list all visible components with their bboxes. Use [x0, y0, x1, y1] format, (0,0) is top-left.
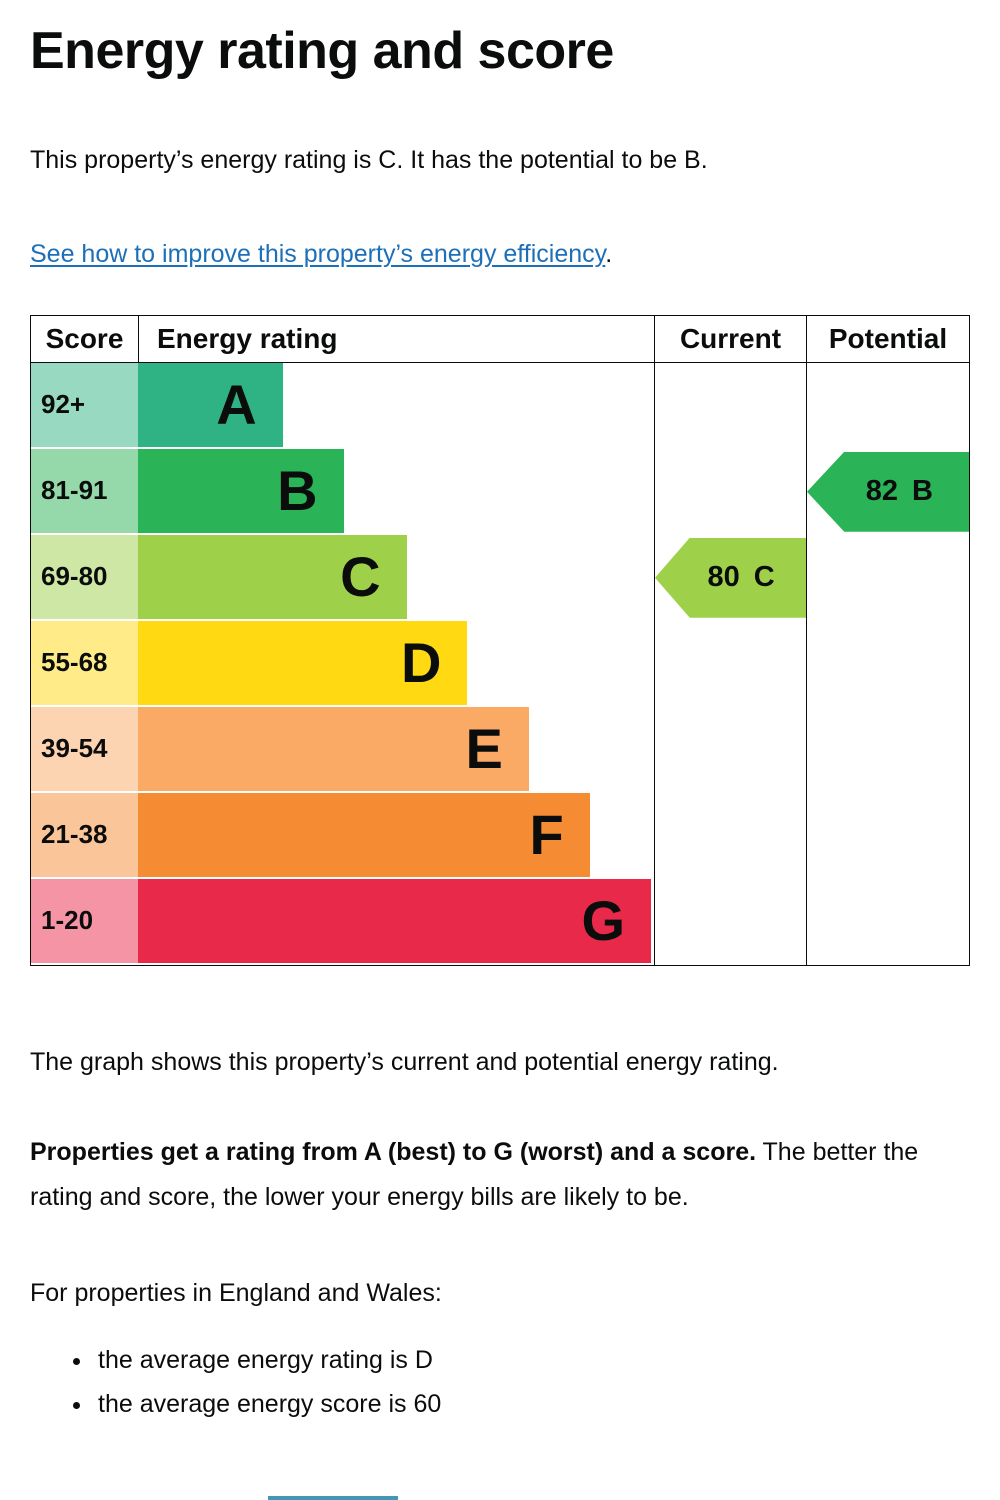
epc-band-row-a: 92+ A	[31, 362, 969, 449]
column-header-energy-rating: Energy rating	[138, 315, 654, 362]
band-letter-d: D	[400, 630, 442, 694]
band-bar-c: C	[138, 534, 407, 619]
cropped-next-element	[268, 1496, 398, 1500]
potential-cell-b: 82 B	[806, 448, 969, 535]
band-score-range-c: 69-80	[31, 534, 138, 619]
band-letter-b: B	[277, 458, 318, 522]
epc-band-row-e: 39-54 E	[31, 706, 969, 793]
epc-chart: Score Energy rating Current Potential 92…	[30, 314, 970, 966]
current-cell-e	[654, 706, 806, 793]
rating-explainer-rest: The better the rating and score, the low…	[30, 1138, 919, 1211]
band-bar-e: E	[138, 706, 529, 791]
current-cell-g	[654, 878, 806, 965]
band-score-range-f: 21-38	[31, 792, 138, 877]
epc-band-rows: 92+ A 81-91 B 82 B 69-80 C 80 C 55-68 D 39-54 E 21-38 F…	[31, 362, 969, 965]
band-bar-a: A	[138, 362, 283, 447]
current-cell-d	[654, 620, 806, 707]
potential-rating-arrow: 82 B	[807, 451, 969, 532]
improve-efficiency-link[interactable]: See how to improve this property’s energ…	[30, 240, 606, 269]
potential-cell-g	[806, 878, 969, 965]
potential-cell-d	[806, 620, 969, 707]
rating-explainer: Properties get a rating from A (best) to…	[30, 1130, 970, 1219]
column-header-current: Current	[654, 315, 806, 362]
band-bar-cell-a: A	[138, 362, 654, 449]
potential-cell-a	[806, 362, 969, 449]
current-rating-arrow-score: 80	[707, 561, 740, 594]
band-score-range-a: 92+	[31, 362, 138, 447]
current-cell-a	[654, 362, 806, 449]
band-score-range-e: 39-54	[31, 706, 138, 791]
band-bar-cell-g: G	[138, 878, 654, 965]
column-header-potential: Potential	[806, 315, 969, 362]
band-bar-d: D	[138, 620, 468, 705]
band-bar-b: B	[138, 448, 344, 533]
potential-cell-c	[806, 534, 969, 621]
band-score-range-b: 81-91	[31, 448, 138, 533]
epc-band-row-b: 81-91 B 82 B	[31, 448, 969, 535]
current-cell-f	[654, 792, 806, 879]
current-rating-arrow: 80 C	[655, 537, 806, 618]
band-bar-g: G	[138, 878, 652, 963]
current-rating-arrow-letter: C	[753, 561, 775, 594]
potential-cell-f	[806, 792, 969, 879]
current-cell-b	[654, 448, 806, 535]
improve-link-fullstop: .	[605, 240, 613, 269]
epc-band-row-f: 21-38 F	[31, 792, 969, 879]
band-score-range-d: 55-68	[31, 620, 138, 705]
improve-link-paragraph: See how to improve this property’s energ…	[30, 238, 970, 271]
rating-explainer-bold: Properties get a rating from A (best) to…	[30, 1138, 757, 1167]
energy-rating-page: Energy rating and score This property’s …	[0, 0, 1000, 1427]
band-bar-cell-f: F	[138, 792, 654, 879]
column-header-score: Score	[45, 322, 124, 354]
band-letter-c: C	[340, 544, 381, 608]
graph-caption: The graph shows this property’s current …	[30, 1047, 779, 1076]
epc-band-row-d: 55-68 D	[31, 620, 969, 707]
band-bar-cell-c: C	[138, 534, 654, 621]
average-rating-item: the average energy rating is D	[94, 1338, 970, 1383]
epc-band-row-g: 1-20 G	[31, 878, 969, 965]
band-letter-a: A	[216, 372, 257, 436]
band-bar-cell-d: D	[138, 620, 654, 707]
band-bar-cell-e: E	[138, 706, 654, 793]
band-letter-e: E	[465, 716, 503, 780]
band-bar-f: F	[138, 792, 590, 877]
current-cell-c: 80 C	[654, 534, 806, 621]
intro-text: This property’s energy rating is C. It h…	[30, 145, 708, 174]
page-title: Energy rating and score	[30, 22, 614, 80]
epc-band-row-c: 69-80 C 80 C	[31, 534, 969, 621]
potential-cell-e	[806, 706, 969, 793]
band-score-range-g: 1-20	[31, 878, 138, 963]
average-score-item: the average energy score is 60	[94, 1382, 970, 1427]
regions-intro: For properties in England and Wales:	[30, 1279, 442, 1308]
averages-list: the average energy rating is D the avera…	[30, 1338, 970, 1427]
band-letter-g: G	[581, 888, 626, 952]
band-bar-cell-b: B	[138, 448, 654, 535]
epc-chart-header: Score Energy rating Current Potential	[31, 315, 969, 363]
potential-rating-arrow-score: 82	[865, 475, 898, 508]
band-letter-f: F	[529, 802, 564, 866]
potential-rating-arrow-letter: B	[911, 475, 933, 508]
